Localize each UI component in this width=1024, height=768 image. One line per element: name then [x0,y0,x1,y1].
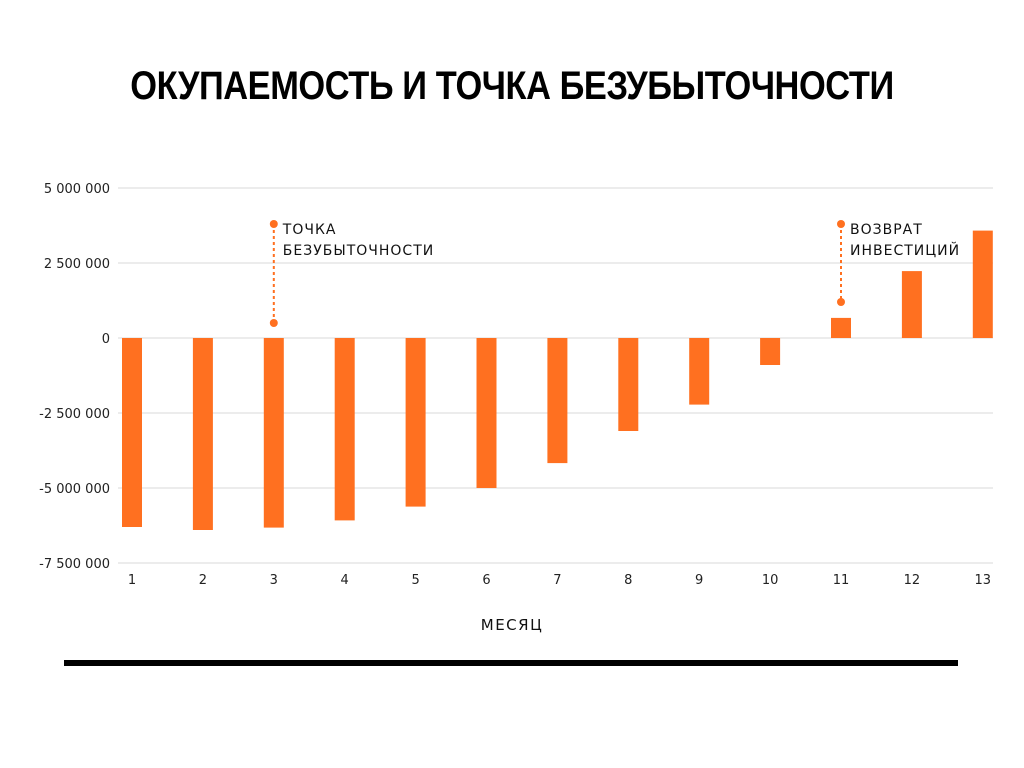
bottom-divider [64,660,958,666]
x-axis-tick-labels: 1 2 3 4 5 6 7 8 9 10 11 12 13 [128,573,991,588]
bar-month-5 [405,338,426,507]
bar-month-2 [192,338,213,530]
y-tick-label: -2 500 000 [39,407,110,422]
x-tick-label: 8 [624,573,632,588]
annotations: ТОЧКА БЕЗУБЫТОЧНОСТИ ВОЗВРАТ ИНВЕСТИЦИЙ [269,220,960,327]
bar-month-3 [263,338,284,528]
bar-month-11 [831,317,851,338]
x-tick-label: 1 [128,573,136,588]
bar-month-1 [122,338,142,527]
annotation-dot-top [269,220,278,228]
y-tick-label: -7 500 000 [39,557,110,572]
annotation-dot-bottom [837,298,845,306]
y-tick-label: -5 000 000 [39,482,110,497]
annotation-dot-top [837,220,845,228]
annotation-label: ТОЧКА [282,222,337,238]
x-tick-label: 3 [270,573,278,588]
x-tick-label: 10 [762,573,779,588]
bar-month-4 [334,338,355,521]
bars [122,230,993,530]
bar-month-9 [689,338,710,405]
x-tick-label: 13 [975,573,992,588]
bar-month-10 [760,338,781,365]
x-tick-label: 2 [199,573,207,588]
y-tick-label: 2 500 000 [44,257,110,272]
bar-month-8 [618,338,639,431]
y-axis-tick-labels: 5 000 000 2 500 000 0 -2 500 000 -5 000 000 -… [39,182,110,572]
bar-month-12 [901,271,922,338]
annotation-label: ИНВЕСТИЦИЙ [850,241,960,259]
annotation-dot-bottom [269,319,278,327]
annotation-label: ВОЗВРАТ [850,222,923,238]
bar-chart: 5 000 000 2 500 000 0 -2 500 000 -5 000 000 -… [39,182,993,588]
chart-title: ОКУПАЕМОСТЬ И ТОЧКА БЕЗУБЫТОЧНОСТИ [130,64,894,108]
x-tick-label: 4 [341,573,349,588]
y-tick-label: 5 000 000 [44,182,110,197]
bar-month-13 [972,230,993,338]
x-tick-label: 11 [833,573,850,588]
bar-month-7 [547,338,568,464]
x-tick-label: 5 [411,573,419,588]
x-tick-label: 7 [553,573,561,588]
x-axis-label: МЕСЯЦ [480,616,544,634]
annotation-label: БЕЗУБЫТОЧНОСТИ [283,243,434,259]
x-tick-label: 12 [904,573,921,588]
bar-month-6 [476,338,497,488]
x-tick-label: 6 [482,573,490,588]
y-tick-label: 0 [102,332,110,347]
x-tick-label: 9 [695,573,703,588]
